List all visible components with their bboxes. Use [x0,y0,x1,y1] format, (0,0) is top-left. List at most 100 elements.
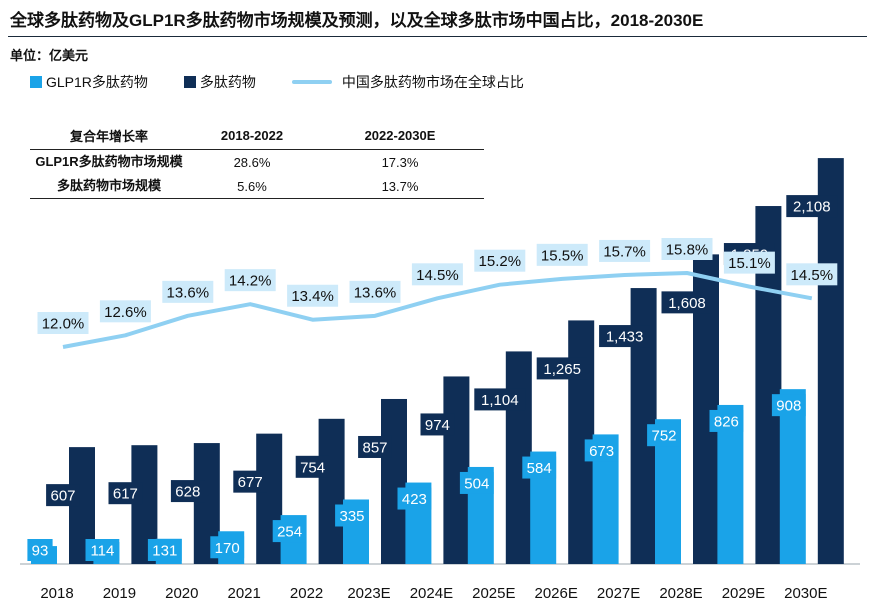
bar-peptide [443,376,470,564]
glp1r-value-label: 826 [714,413,739,430]
share-value-label: 14.5% [791,267,834,284]
peptide-value-label: 607 [50,488,75,505]
peptide-value-label: 974 [425,417,450,434]
x-tick-label: 2018 [40,585,73,602]
share-value-label-bg [224,269,276,292]
x-tick-label: 2028E [659,585,702,602]
share-value-label-bg [536,243,588,266]
peptide-value-label: 1,608 [668,295,706,312]
glp1r-value-label-bg [459,471,494,494]
glp1r-value-label-bg [397,487,432,510]
glp1r-value-label: 335 [339,508,364,525]
glp1r-value-label-bg [771,394,806,417]
peptide-value-label-bg [661,291,713,314]
glp1r-value-label: 504 [464,475,489,492]
peptide-value-label: 617 [113,486,138,503]
bar-peptide [318,418,345,564]
peptide-value-label-bg [170,480,205,503]
share-value-label: 14.5% [416,267,459,284]
cagr-cell: 13.7% [316,174,484,199]
glp1r-value-label: 170 [215,540,240,557]
bar-peptide [256,433,283,564]
glp1r-value-label-bg [210,536,245,559]
glp1r-value-label-bg [85,539,120,561]
glp1r-value-label: 423 [402,491,427,508]
share-value-label: 15.7% [603,243,646,260]
glp1r-value-label-bg [584,439,619,462]
cagr-row: 多肽药物市场规模 5.6% 13.7% [30,174,484,199]
share-value-label-bg [37,312,89,334]
peptide-value-label-bg [233,470,268,493]
legend: GLP1R多肽药物 多肽药物 中国多肽药物市场在全球占比 [30,72,560,92]
share-value-label: 15.1% [728,255,771,272]
x-tick-label: 2026E [535,585,578,602]
glp1r-value-label: 254 [277,524,302,541]
glp1r-value-label: 673 [589,443,614,460]
share-value-label-bg [599,239,651,262]
share-value-label-bg [661,238,713,260]
cagr-cell: 17.3% [381,154,419,170]
share-value-label-bg [723,251,775,274]
peptide-value-label-bg [786,195,838,218]
glp1r-value-label-bg [335,504,369,527]
cagr-row: GLP1R多肽药物市场规模 28.6% 17.3% [30,150,484,175]
legend-item-peptide: 多肽药物 [183,72,256,92]
legend-label-glp1r: GLP1R多肽药物 [46,74,148,90]
x-tick-label: 2023E [347,585,390,602]
glp1r-value-label-bg [522,456,557,479]
share-value-label-bg [162,280,214,303]
unit-label: 单位：亿美元 [10,48,89,63]
peptide-value-label: 677 [238,474,263,491]
glp1r-value-label: 908 [776,398,801,415]
peptide-value-label: 628 [175,484,200,501]
share-value-label: 12.0% [42,316,85,333]
bar-glp1r [779,389,806,564]
share-value-label-bg [474,249,526,272]
peptide-value-label-bg [108,482,143,505]
legend-label-peptide: 多肽药物 [199,74,256,90]
x-tick-label: 2022 [290,585,323,602]
peptide-value-label-bg [599,325,651,348]
x-tick-label: 2027E [597,585,640,602]
share-value-label-bg [349,280,401,303]
share-value-label: 12.6% [104,304,147,321]
peptide-value-label: 1,104 [481,392,519,409]
glp1r-value-label: 114 [90,543,114,560]
x-tick-label: 2029E [722,585,765,602]
glp1r-value-label-bg [27,539,53,561]
x-tick-label: 2025E [472,585,515,602]
share-value-label-bg [99,300,151,323]
share-value-label: 13.4% [291,288,334,305]
share-value-label: 13.6% [354,284,397,301]
glp1r-value-label: 752 [651,428,676,445]
cagr-row-label: GLP1R多肽药物市场规模 [35,154,183,169]
x-tick-label: 2019 [103,585,136,602]
share-line [62,271,813,349]
share-value-label: 14.2% [229,273,272,290]
cagr-header: 2022-2030E [316,122,484,150]
cagr-table: 复合年增长率 2018-2022 2022-2030E GLP1R多肽药物市场规… [30,122,484,199]
chart-title: 全球多肽药物及GLP1R多肽药物市场规模及预测，以及全球多肽市场中国占比，201… [10,11,704,30]
legend-swatch-share [291,80,332,84]
peptide-value-label: 754 [300,459,325,476]
glp1r-value-label-bg [647,424,681,447]
share-value-label: 13.6% [167,284,210,301]
cagr-row-label: 多肽药物市场规模 [30,174,188,199]
share-value-label: 15.8% [666,242,709,259]
peptide-value-label-bg [536,357,588,380]
share-value-label-bg [411,263,463,286]
bar-peptide [381,398,407,564]
share-value-label: 15.2% [479,253,522,270]
peptide-value-label-bg [420,413,455,436]
x-tick-label: 2020 [165,585,198,602]
cagr-cell: 5.6% [188,174,316,199]
legend-label-share: 中国多肽药物市场在全球占比 [341,74,524,90]
peptide-value-label: 2,108 [793,199,831,216]
cagr-cell: 28.6% [233,154,271,170]
peptide-value-label: 1,433 [606,329,644,346]
x-tick-label: 2024E [410,585,453,602]
bar-peptide [817,158,844,564]
peptide-value-label: 857 [362,439,387,456]
peptide-value-label-bg [474,388,526,411]
